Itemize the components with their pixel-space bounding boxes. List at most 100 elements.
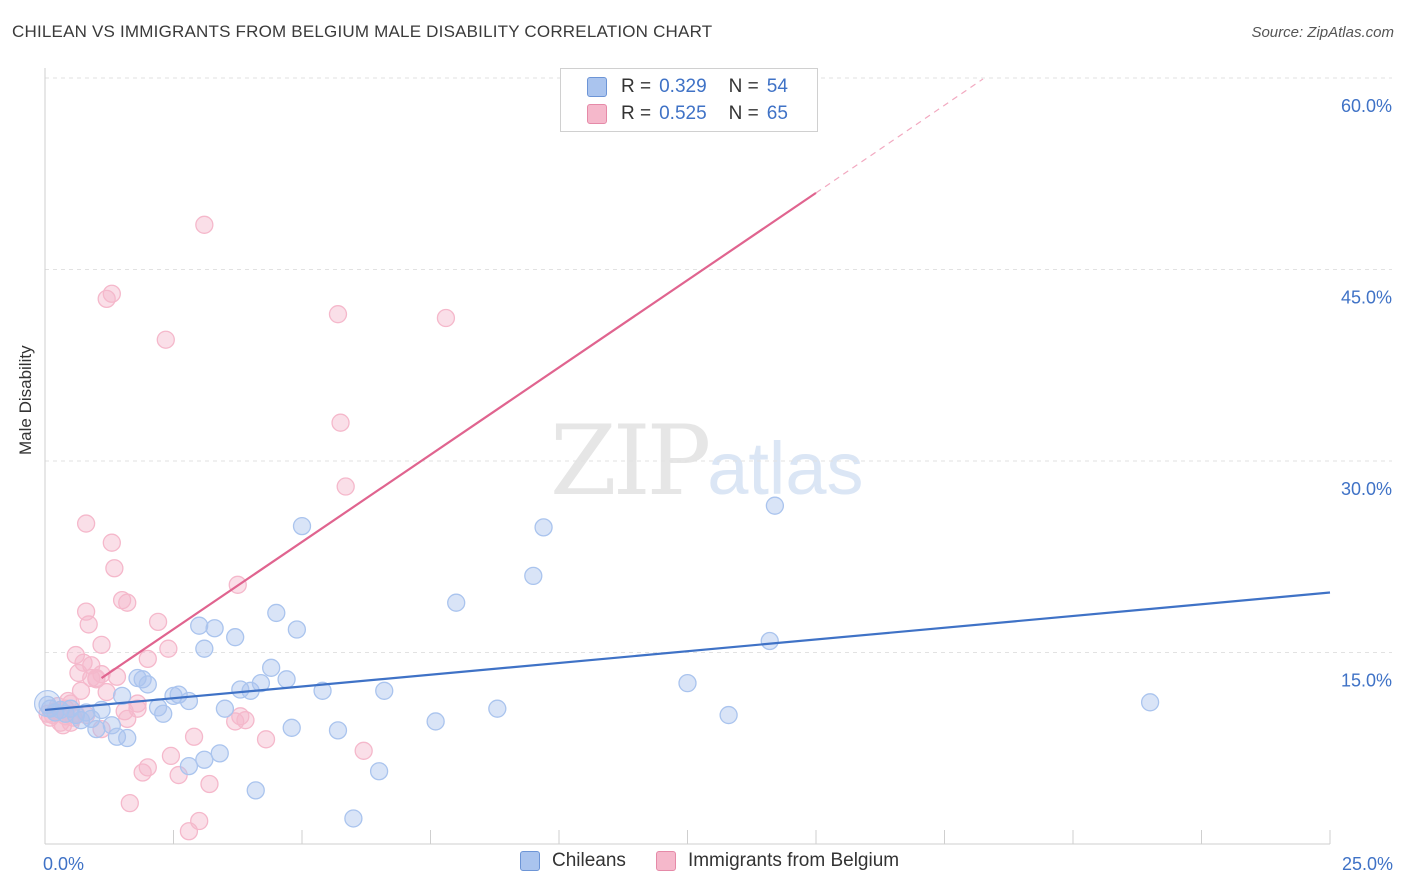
legend-swatch-chileans: [520, 851, 540, 871]
chilean-point: [760, 631, 779, 651]
correlation-legend: R = 0.329 N = 54 R = 0.525 N = 65: [560, 68, 818, 132]
chilean-point: [277, 670, 296, 689]
belgium-point: [161, 746, 181, 766]
y-tick-label: 15.0%: [1341, 671, 1392, 691]
chilean-point: [375, 681, 394, 700]
chilean-point: [87, 719, 106, 739]
legend-row-belgium: R = 0.525 N = 65: [587, 102, 810, 126]
chilean-point: [488, 699, 507, 718]
belgium-point: [331, 413, 350, 432]
chilean-point: [426, 712, 445, 731]
chilean-point: [282, 718, 301, 737]
legend-label-chileans: Chileans: [552, 850, 626, 871]
chilean-point: [287, 620, 307, 639]
trend-lines: [44, 78, 1331, 712]
chilean-point: [719, 705, 738, 725]
belgium-point: [190, 811, 209, 831]
belgium-point: [354, 741, 373, 760]
source-label: Source: ZipAtlas.com: [1251, 24, 1394, 41]
chilean-point: [292, 516, 312, 536]
chilean-point: [205, 619, 224, 638]
belgium-point: [71, 681, 91, 700]
belgium-point: [195, 215, 214, 234]
belgium-point: [92, 635, 111, 654]
legend-item-chileans[interactable]: Chileans: [520, 850, 626, 872]
chilean-point: [678, 673, 697, 693]
chilean-point: [313, 681, 332, 700]
chilean-point: [210, 744, 229, 763]
legend-r-value: 0.525: [659, 103, 707, 124]
y-axis-label: Male Disability: [16, 345, 35, 455]
tick-labels: 15.0% 30.0% 45.0% 60.0% 0.0% 25.0%: [43, 96, 1393, 874]
belgium-point: [138, 649, 157, 669]
chilean-point: [118, 728, 137, 748]
chilean-point: [765, 496, 785, 515]
chilean-point: [179, 691, 199, 711]
chilean-point: [328, 721, 348, 740]
y-tick-label: 30.0%: [1341, 479, 1392, 499]
belgium-point: [156, 330, 175, 349]
belgium-point: [128, 694, 147, 713]
belgium-point: [256, 730, 276, 749]
belgium-point: [76, 514, 96, 533]
legend-r-label: R =: [621, 76, 652, 97]
belgium-point: [128, 699, 147, 718]
belgium-point: [102, 284, 121, 303]
legend-n-value: 65: [766, 103, 788, 124]
chilean-point: [133, 670, 152, 689]
series-chileans-points: [33, 496, 1160, 828]
trend-line-belgium: [100, 191, 817, 679]
belgium-point: [133, 763, 152, 782]
chilean-point: [534, 518, 553, 537]
belgium-point: [105, 559, 124, 578]
chilean-point: [215, 699, 235, 718]
chilean-point: [154, 704, 173, 723]
chilean-point: [267, 603, 286, 623]
belgium-point: [200, 774, 219, 794]
chilean-point: [112, 686, 132, 706]
chilean-point: [190, 616, 209, 635]
chilean-point: [344, 809, 363, 828]
belgium-point: [92, 665, 111, 684]
chilean-point: [102, 716, 121, 735]
chilean-point: [138, 675, 157, 694]
trend-line-chileans: [44, 591, 1331, 712]
belgium-point: [66, 645, 85, 665]
belgium-point: [97, 289, 116, 309]
belgium-point: [118, 593, 137, 612]
belgium-point: [148, 612, 168, 632]
legend-r-value: 0.329: [659, 76, 707, 97]
belgium-point: [328, 305, 348, 324]
belgium-point: [138, 758, 157, 777]
chart-title: CHILEAN VS IMMIGRANTS FROM BELGIUM MALE …: [12, 22, 713, 41]
legend-n-label: N =: [728, 103, 759, 124]
x-tick-label-max: 25.0%: [1342, 854, 1393, 874]
chilean-point: [226, 628, 245, 647]
belgium-point: [159, 639, 178, 658]
trend-line-belgium-extension: [815, 78, 984, 194]
chilean-point: [195, 639, 214, 658]
chilean-point: [524, 566, 543, 586]
chilean-point: [246, 781, 265, 800]
legend-label-belgium: Immigrants from Belgium: [687, 850, 900, 871]
belgium-point: [97, 682, 116, 702]
chilean-point: [262, 658, 281, 677]
series-belgium-points: [38, 215, 456, 841]
y-tick-label: 60.0%: [1341, 96, 1392, 116]
legend-n-label: N =: [728, 76, 759, 97]
belgium-point: [236, 711, 255, 730]
y-tick-label: 45.0%: [1341, 288, 1392, 308]
belgium-point: [87, 670, 106, 689]
legend-item-belgium[interactable]: Immigrants from Belgium: [655, 850, 900, 872]
chilean-point: [447, 593, 466, 612]
belgium-point: [336, 477, 355, 496]
belgium-point: [120, 793, 139, 813]
legend-swatch-belgium: [655, 851, 676, 871]
x-tick-label-min: 0.0%: [43, 854, 84, 874]
chilean-point: [251, 673, 271, 693]
chilean-point: [195, 750, 214, 769]
chilean-point: [1140, 693, 1160, 712]
belgium-point: [79, 615, 98, 634]
legend-r-label: R =: [621, 103, 652, 124]
